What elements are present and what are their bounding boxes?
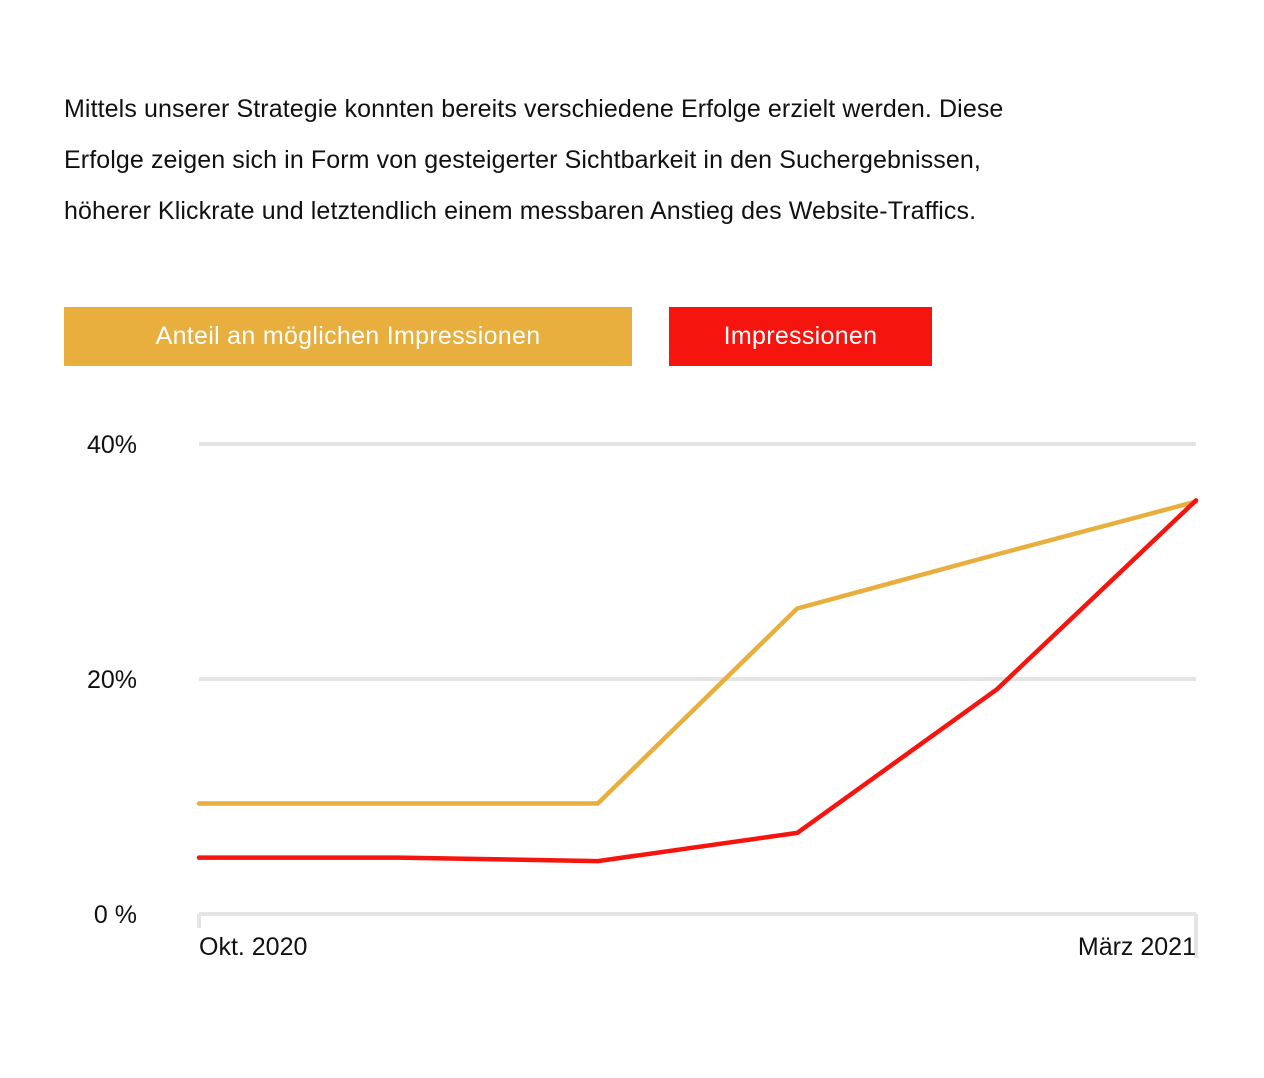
- x-axis: [197, 912, 1198, 958]
- intro-text: Mittels unserer Strategie konnten bereit…: [64, 84, 1194, 237]
- series-lines: [196, 498, 1199, 864]
- intro-line-3: höherer Klickrate und letztendlich einem…: [64, 197, 977, 225]
- x-tick-label-0: Okt. 2020: [199, 933, 307, 961]
- legend-impressions[interactable]: Impressionen: [669, 307, 932, 366]
- series-line-0: [196, 499, 1199, 806]
- x-tick-label-1: März 2021: [1078, 933, 1196, 961]
- y-tick-label-40: 40%: [87, 431, 137, 459]
- y-tick-label-20: 20%: [87, 666, 137, 694]
- y-axis-ticks: 0 % 20% 40%: [87, 431, 137, 929]
- intro-line-2: Erfolge zeigen sich in Form von gesteige…: [64, 146, 981, 174]
- series-line-1: [196, 498, 1199, 864]
- x-axis-ticks: Okt. 2020 März 2021: [199, 933, 1196, 961]
- grid-lines: [199, 442, 1196, 681]
- intro-line-1: Mittels unserer Strategie konnten bereit…: [64, 95, 1004, 123]
- y-tick-label-0: 0 %: [94, 901, 137, 929]
- legend-share-of-impressions[interactable]: Anteil an möglichen Impressionen: [64, 307, 632, 366]
